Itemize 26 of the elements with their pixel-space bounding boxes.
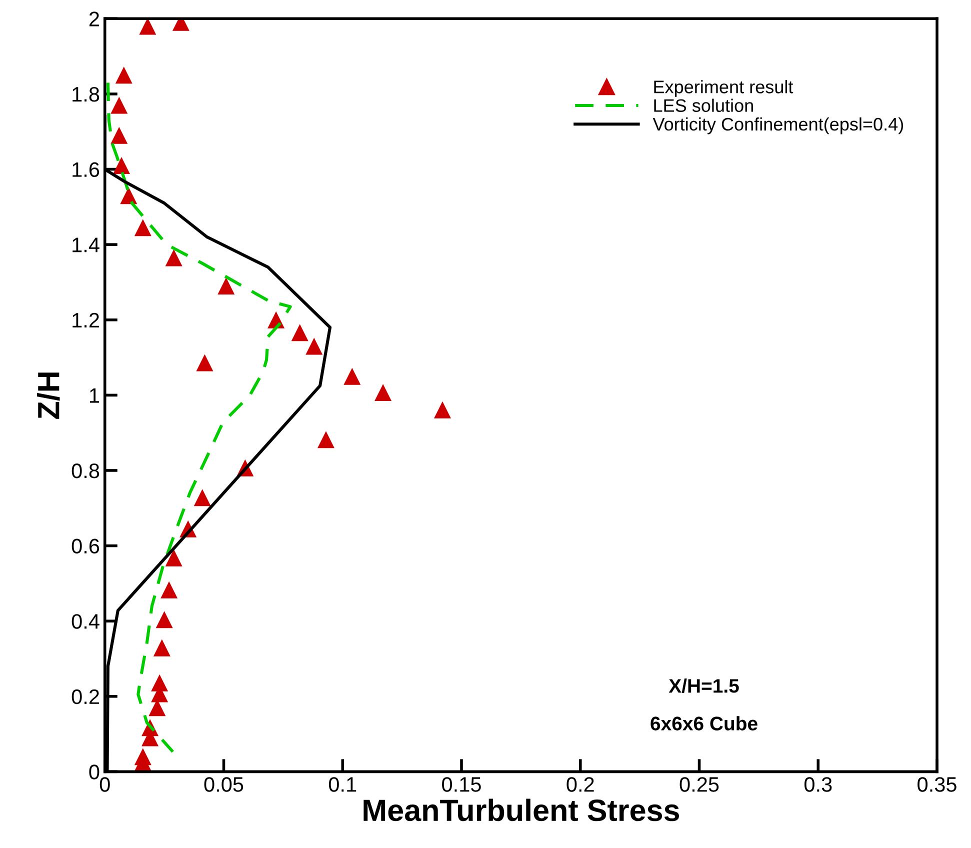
legend-label: Experiment result (654, 80, 794, 97)
y-tick-label: 0.6 (72, 538, 100, 554)
x-axis-title: MeanTurbulent Stress (364, 798, 680, 822)
x-tick-label: 0.15 (442, 777, 481, 792)
y-axis-title: Z/H (37, 372, 60, 419)
x-tick-label: 0.2 (566, 777, 594, 792)
y-tick-label: 1.4 (72, 238, 100, 252)
y-tick-label: 1 (90, 388, 99, 403)
annotation: 6x6x6 Cube (650, 716, 758, 730)
x-tick-label: 0.1 (328, 777, 356, 792)
y-tick-label: 0 (89, 764, 100, 780)
y-tick-label: 1.6 (72, 162, 100, 178)
y-tick-label: 0.2 (72, 689, 99, 704)
x-tick-label: 0 (100, 777, 110, 792)
legend-label: LES solution (654, 98, 753, 112)
x-tick-label: 0.3 (804, 777, 832, 792)
legend-label: Vorticity Confinement(epsl=0.4) (652, 117, 904, 134)
y-tick-label: 0.4 (72, 614, 100, 629)
annotation: X/H=1.5 (668, 678, 739, 693)
x-tick-label: 0.25 (680, 777, 719, 792)
y-tick-label: 1.8 (72, 86, 100, 102)
y-tick-label: 1.2 (72, 312, 99, 328)
x-tick-label: 0.05 (204, 777, 244, 792)
x-tick-label: 0.35 (918, 777, 956, 792)
y-tick-label: 2 (89, 12, 99, 26)
y-tick-label: 0.8 (72, 463, 100, 478)
